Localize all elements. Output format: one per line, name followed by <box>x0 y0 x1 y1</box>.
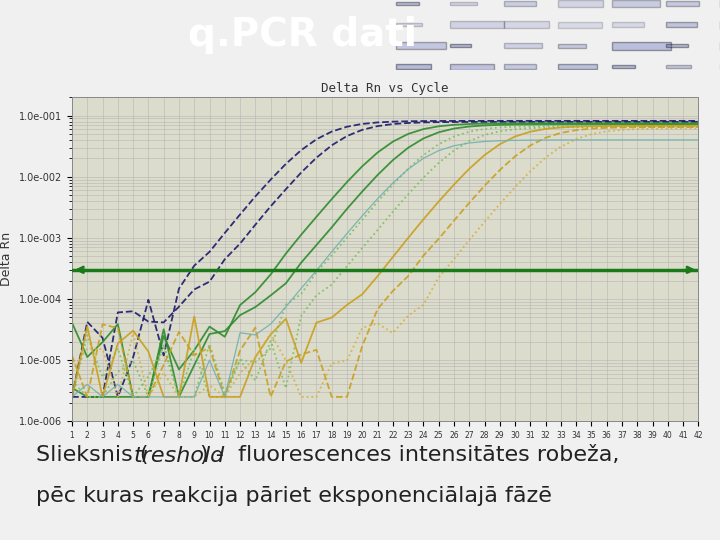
FancyBboxPatch shape <box>612 22 644 27</box>
FancyBboxPatch shape <box>666 65 691 69</box>
FancyBboxPatch shape <box>612 65 635 68</box>
FancyBboxPatch shape <box>666 1 698 6</box>
Text: treshold: treshold <box>133 446 225 465</box>
FancyBboxPatch shape <box>666 23 696 26</box>
FancyBboxPatch shape <box>504 64 536 69</box>
FancyBboxPatch shape <box>450 44 471 47</box>
FancyBboxPatch shape <box>666 44 688 47</box>
Text: pēc kuras reakcija pāriet eksponenciālajā fāzē: pēc kuras reakcija pāriet eksponenciālaj… <box>36 486 552 506</box>
FancyBboxPatch shape <box>396 64 431 69</box>
FancyBboxPatch shape <box>450 64 495 70</box>
FancyBboxPatch shape <box>504 1 536 6</box>
Text: q.PCR dati: q.PCR dati <box>188 16 417 54</box>
FancyBboxPatch shape <box>396 23 423 26</box>
Text: ) -  fluorescences intensitātes robeža,: ) - fluorescences intensitātes robeža, <box>200 446 619 465</box>
Title: Delta Rn vs Cycle: Delta Rn vs Cycle <box>321 82 449 94</box>
FancyBboxPatch shape <box>558 44 586 48</box>
FancyBboxPatch shape <box>558 1 603 6</box>
Text: Slieksnis (: Slieksnis ( <box>36 446 148 465</box>
FancyBboxPatch shape <box>450 21 504 28</box>
FancyBboxPatch shape <box>396 42 446 49</box>
FancyBboxPatch shape <box>558 22 602 28</box>
FancyBboxPatch shape <box>504 43 541 48</box>
FancyBboxPatch shape <box>450 2 477 5</box>
FancyBboxPatch shape <box>504 22 549 28</box>
FancyBboxPatch shape <box>558 64 597 69</box>
FancyBboxPatch shape <box>612 42 671 50</box>
Y-axis label: Delta Rn: Delta Rn <box>1 232 14 286</box>
FancyBboxPatch shape <box>396 2 418 5</box>
FancyBboxPatch shape <box>612 0 660 7</box>
